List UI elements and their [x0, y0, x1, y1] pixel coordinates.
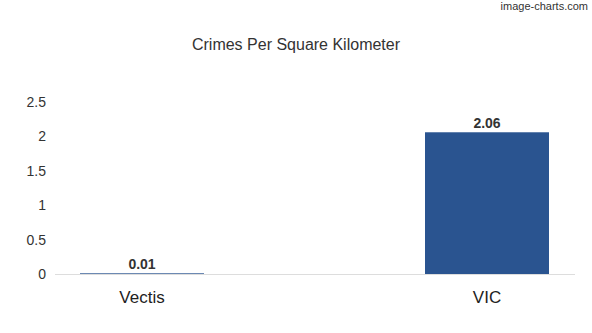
- data-label: 0.01: [128, 256, 155, 272]
- bar: [80, 273, 204, 274]
- chart: image-charts.com Crimes Per Square Kilome…: [0, 0, 592, 333]
- tick-label: 1.5: [27, 163, 47, 179]
- category-label: Vectis: [119, 288, 164, 307]
- category-label: VIC: [473, 288, 501, 307]
- tick-label: 0: [38, 266, 46, 282]
- tick-label: 2.5: [27, 94, 47, 110]
- tick-mark: [51, 205, 55, 206]
- axis-line: [55, 274, 575, 275]
- tick-mark: [51, 239, 55, 240]
- tick-mark: [51, 274, 55, 275]
- tick-mark: [51, 102, 55, 103]
- title: Crimes Per Square Kilometer: [192, 36, 401, 53]
- tick-label: 1: [38, 197, 46, 213]
- annotation: image-charts.com: [501, 0, 588, 12]
- tick-label: 0.5: [27, 232, 47, 248]
- bar: [425, 132, 549, 274]
- data-label: 2.06: [473, 115, 500, 131]
- tick-label: 2: [38, 128, 46, 144]
- tick-mark: [51, 170, 55, 171]
- bars: [80, 132, 549, 274]
- tick-mark: [51, 136, 55, 137]
